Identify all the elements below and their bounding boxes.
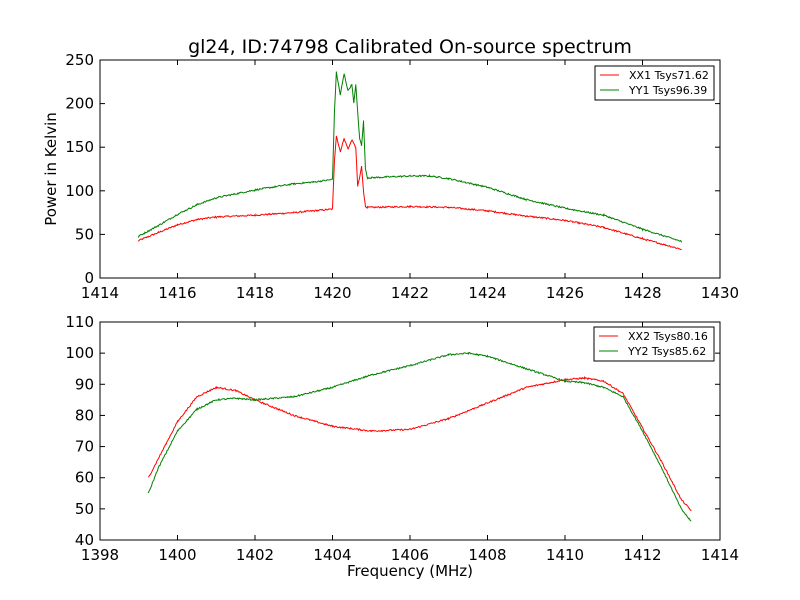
series-line-2-2 <box>147 351 692 522</box>
x-tick-label: 1398 <box>81 546 119 564</box>
legend-entry: YY1 Tsys96.39 <box>628 84 707 97</box>
y-tick-label: 90 <box>75 375 94 393</box>
panel-1: 1414 1416 1418 1420 1422 1424 1426 1428 1430 0 50 1… <box>42 51 739 302</box>
y-tick-label: 40 <box>75 531 94 549</box>
x-tick-label: 1420 <box>313 284 351 302</box>
x-tick-label: 1414 <box>81 284 119 302</box>
y-tick-label: 50 <box>75 225 94 243</box>
x-tick-label: 1410 <box>546 546 584 564</box>
y-tick-label: 100 <box>65 182 94 200</box>
legend-entry: XX2 Tsys80.16 <box>628 330 708 343</box>
y-tick-label: 110 <box>65 313 94 331</box>
x-tick-label: 1412 <box>623 546 661 564</box>
x-tick-label: 1428 <box>623 284 661 302</box>
y-tick-label: 50 <box>75 500 94 518</box>
y-tick-label: 100 <box>65 344 94 362</box>
x-tick-label: 1418 <box>236 284 274 302</box>
series-line-1-1 <box>138 135 682 251</box>
y-tick-label: 0 <box>84 269 94 287</box>
legend-entry: YY2 Tsys85.62 <box>627 345 706 358</box>
panel-2: 1398 1400 1402 1404 1406 1408 1410 1412 1414 40 50… <box>65 313 739 580</box>
x-tick-label: 1426 <box>546 284 584 302</box>
series-line-2-1 <box>148 375 692 511</box>
x-tick-label: 1400 <box>158 546 196 564</box>
y-tick-label: 150 <box>65 138 94 156</box>
x-axis-label: Frequency (MHz) <box>347 562 473 580</box>
x-tick-label: 1406 <box>391 546 429 564</box>
x-tick-label: 1404 <box>313 546 351 564</box>
y-tick-label: 60 <box>75 469 94 487</box>
x-tick-label: 1414 <box>701 546 739 564</box>
x-tick-label: 1402 <box>236 546 274 564</box>
chart-title: gl24, ID:74798 Calibrated On-source spec… <box>188 36 632 58</box>
y-tick-label: 250 <box>65 51 94 69</box>
legend-box <box>593 326 715 362</box>
y-tick-label: 80 <box>75 406 94 424</box>
series-line-1-2 <box>138 71 682 244</box>
y-axis-label: Power in Kelvin <box>42 112 60 226</box>
y-tick-label: 70 <box>75 438 94 456</box>
legend: XX2 Tsys80.16 YY2 Tsys85.62 <box>593 326 715 362</box>
x-tick-label: 1422 <box>391 284 429 302</box>
legend-entry: XX1 Tsys71.62 <box>629 69 709 82</box>
x-tick-label: 1430 <box>701 284 739 302</box>
legend-box <box>594 65 715 101</box>
x-tick-label: 1408 <box>468 546 506 564</box>
legend: XX1 Tsys71.62 YY1 Tsys96.39 <box>594 65 715 101</box>
x-tick-label: 1416 <box>158 284 196 302</box>
y-tick-label: 200 <box>65 95 94 113</box>
x-tick-label: 1424 <box>468 284 506 302</box>
